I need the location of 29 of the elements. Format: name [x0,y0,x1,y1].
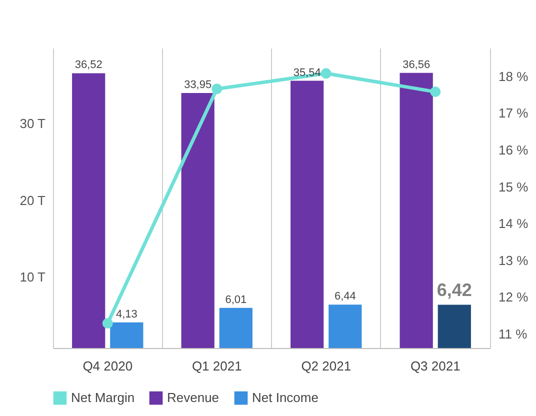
data-label: 6,42 [436,280,472,300]
y-tick-label: 10 T [20,270,46,285]
y2-tick-label: 17 % [498,106,529,121]
y2-tick-label: 11 % [498,326,528,342]
data-label: 6,01 [225,294,247,306]
data-label: 33,95 [184,79,212,91]
point [430,86,441,98]
x-tick-label: Q4 2020 [82,358,133,374]
y2-tick-label: 18 % [498,68,529,84]
legend-label: Net Margin [71,390,135,406]
data-label: 36,56 [402,58,430,71]
y2-tick-label: 12 % [498,290,529,305]
legend-label: Revenue [167,390,220,406]
point [102,318,113,329]
x-tick-label: Q1 2021 [192,358,242,374]
y-tick-label: 20 T [20,192,46,208]
x-tick-label: Q3 2021 [410,358,460,374]
point [212,84,222,94]
data-label: 6,44 [334,290,356,303]
y2-tick-label: 16 % [498,142,529,158]
point [320,68,332,79]
legend-label: Net Income [252,390,318,406]
y2-tick-label: 13 % [498,252,529,268]
x-tick-label: Q2 2021 [301,358,352,374]
data-label: 4,13 [116,308,138,320]
y2-tick-label: 15 % [498,179,529,194]
y-tick-label: 30 T [20,116,46,131]
data-label: 36,52 [74,59,102,72]
y2-tick-label: 14 % [498,216,529,232]
